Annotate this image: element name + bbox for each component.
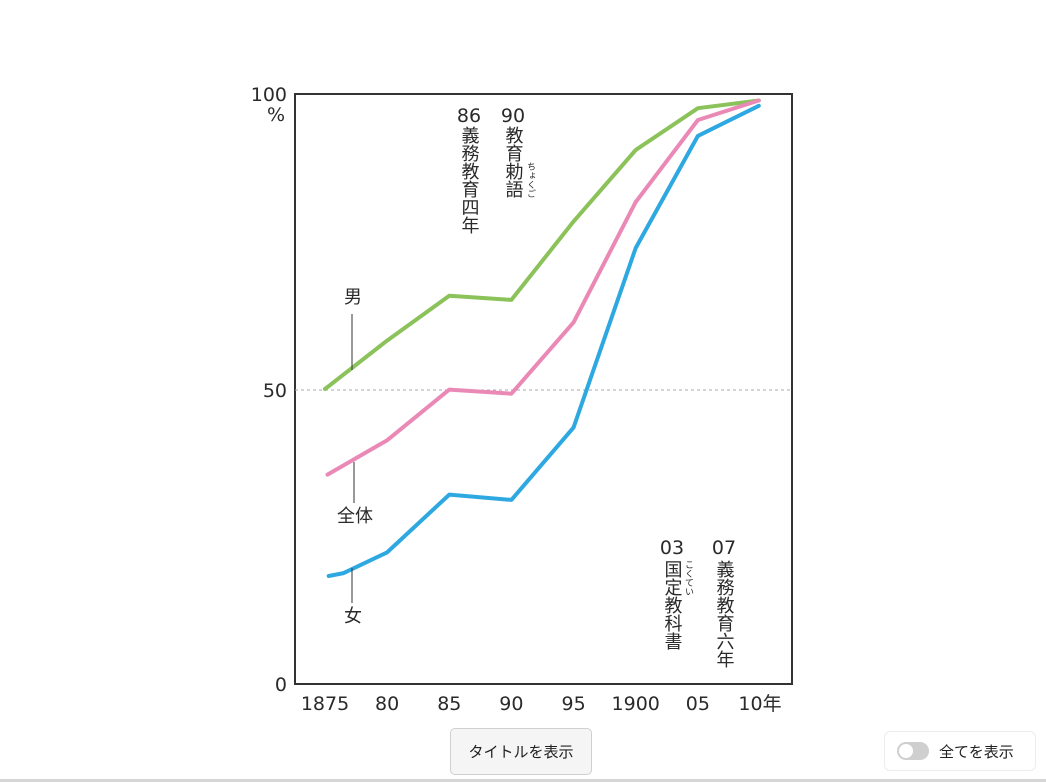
- x-tick-label: 10年: [738, 693, 781, 715]
- annotation-1890-ruby: ちょくご: [525, 162, 535, 198]
- annotation-1907: 07 義務教育六年: [712, 537, 736, 668]
- annotation-1886-year: 86: [457, 105, 481, 127]
- show-all-label: 全てを表示: [939, 742, 1014, 761]
- x-axis-tick-labels: 1875 80 85 90 95 1900 05 10年: [301, 693, 782, 715]
- toggle-switch-icon[interactable]: [897, 742, 929, 760]
- series-line-total: [325, 98, 761, 477]
- x-tick-label: 1900: [612, 693, 660, 715]
- annotation-1890-text: 教育勅語: [503, 126, 524, 198]
- x-tick-label: 85: [437, 693, 461, 715]
- series-line-female: [326, 103, 761, 578]
- series-label-total-text: 全体: [337, 506, 373, 527]
- annotation-1903-text: 国定教科書: [662, 560, 683, 650]
- annotation-1886: 86 義務教育四年: [457, 105, 481, 234]
- annotation-1903-ruby: こくてい: [683, 560, 694, 596]
- plot-frame: [294, 93, 793, 685]
- x-tick-label: 90: [499, 693, 523, 715]
- annotation-1886-text: 義務教育四年: [459, 126, 480, 234]
- annotation-1907-year: 07: [712, 537, 736, 559]
- series-label-female-text: 女: [344, 606, 362, 627]
- show-title-button[interactable]: タイトルを表示: [450, 728, 592, 775]
- series-line-male: [323, 98, 761, 391]
- annotation-1903-year: 03: [660, 537, 684, 559]
- x-tick-label: 95: [562, 693, 586, 715]
- annotation-1890: 90 教育勅語 ちょくご: [501, 105, 535, 198]
- series-label-total: 全体: [337, 462, 373, 527]
- x-tick-label: 1875: [301, 693, 349, 715]
- series-layer: [323, 98, 761, 578]
- series-label-female: 女: [344, 568, 362, 627]
- annotation-1890-year: 90: [501, 105, 525, 127]
- show-all-toggle[interactable]: 全てを表示: [884, 731, 1036, 771]
- y-tick-label-100: 100: [251, 84, 287, 106]
- x-tick-label: 80: [375, 693, 399, 715]
- y-tick-label-50: 50: [263, 380, 287, 402]
- toggle-knob: [899, 744, 913, 758]
- series-label-male-text: 男: [344, 287, 362, 308]
- y-tick-label-0: 0: [275, 674, 287, 696]
- bottom-divider: [0, 779, 1046, 782]
- annotation-1907-text: 義務教育六年: [714, 560, 735, 668]
- series-label-male: 男: [344, 287, 362, 370]
- y-unit-label: %: [267, 104, 285, 126]
- annotation-1903: 03 国定教科書 こくてい: [660, 537, 694, 650]
- x-tick-label: 05: [686, 693, 710, 715]
